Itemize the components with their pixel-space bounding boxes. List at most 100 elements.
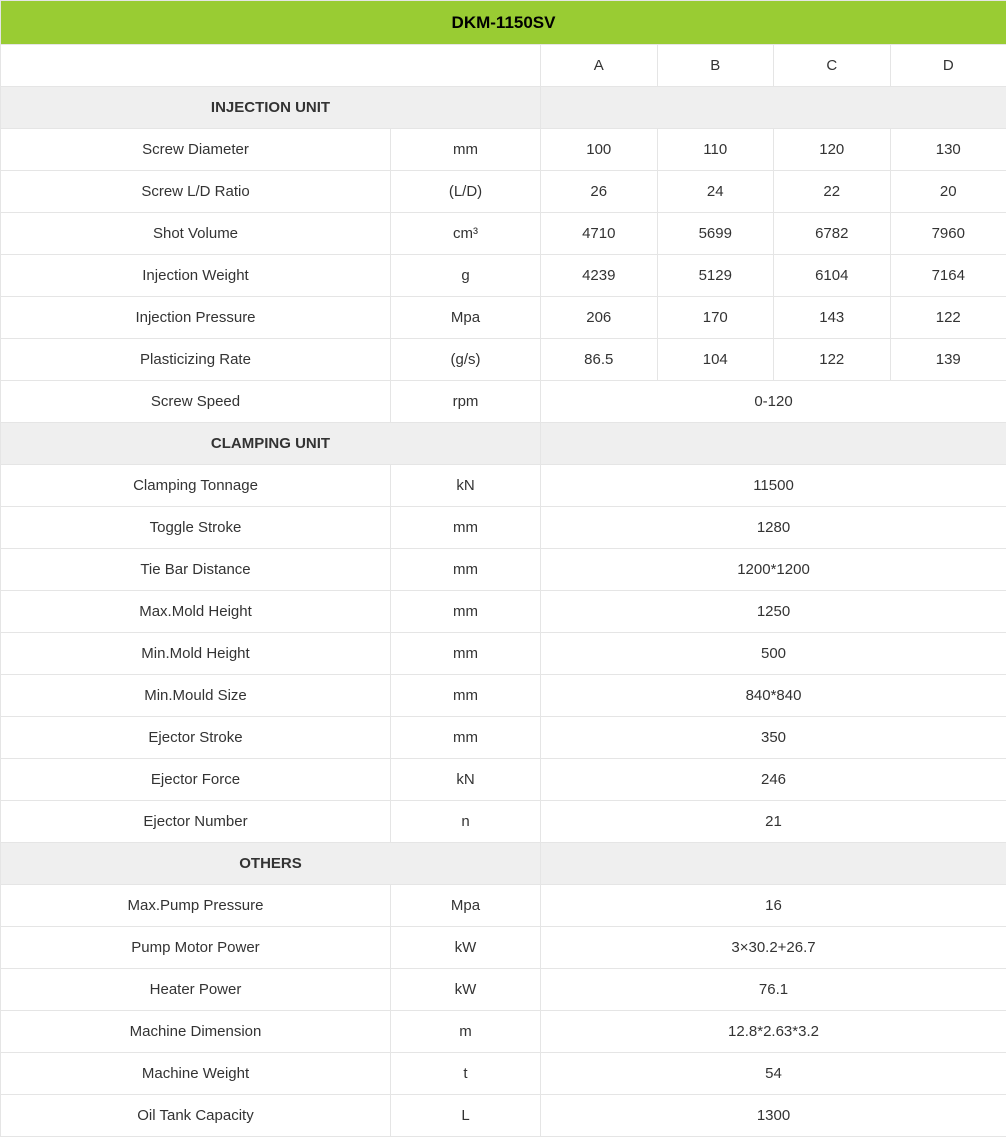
section-blank xyxy=(541,423,1006,465)
spec-row: Clamping TonnagekN11500 xyxy=(1,465,1006,507)
spec-row: Heater PowerkW76.1 xyxy=(1,969,1006,1011)
section-name: CLAMPING UNIT xyxy=(1,423,541,465)
spec-row: Plasticizing Rate(g/s)86.5104122139 xyxy=(1,339,1006,381)
spec-unit: mm xyxy=(391,549,541,591)
spec-value: 139 xyxy=(890,339,1006,381)
spec-value: 104 xyxy=(657,339,774,381)
spec-unit: t xyxy=(391,1053,541,1095)
spec-row: Max.Mold Heightmm1250 xyxy=(1,591,1006,633)
spec-label: Shot Volume xyxy=(1,213,391,255)
spec-unit: mm xyxy=(391,717,541,759)
spec-unit: (L/D) xyxy=(391,171,541,213)
spec-label: Ejector Number xyxy=(1,801,391,843)
spec-table: DKM-1150SVABCDINJECTION UNITScrew Diamet… xyxy=(0,0,1006,1137)
spec-row: Shot Volumecm³4710569967827960 xyxy=(1,213,1006,255)
spec-value-merged: 3×30.2+26.7 xyxy=(541,927,1006,969)
spec-value-merged: 12.8*2.63*3.2 xyxy=(541,1011,1006,1053)
spec-unit: mm xyxy=(391,507,541,549)
spec-row: Tie Bar Distancemm1200*1200 xyxy=(1,549,1006,591)
column-header-c: C xyxy=(774,45,891,87)
spec-value: 100 xyxy=(541,129,658,171)
spec-unit: m xyxy=(391,1011,541,1053)
column-header-row: ABCD xyxy=(1,45,1006,87)
spec-unit: kW xyxy=(391,927,541,969)
spec-label: Pump Motor Power xyxy=(1,927,391,969)
spec-row: Injection Weightg4239512961047164 xyxy=(1,255,1006,297)
spec-label: Min.Mould Size xyxy=(1,675,391,717)
spec-label: Toggle Stroke xyxy=(1,507,391,549)
spec-row: Oil Tank CapacityL1300 xyxy=(1,1095,1006,1137)
spec-value: 22 xyxy=(774,171,891,213)
spec-row: Max.Pump PressureMpa16 xyxy=(1,885,1006,927)
spec-label: Plasticizing Rate xyxy=(1,339,391,381)
spec-unit: cm³ xyxy=(391,213,541,255)
spec-unit: Mpa xyxy=(391,297,541,339)
spec-value: 4239 xyxy=(541,255,658,297)
section-blank xyxy=(541,87,1006,129)
spec-value: 6104 xyxy=(774,255,891,297)
spec-label: Screw L/D Ratio xyxy=(1,171,391,213)
spec-label: Max.Pump Pressure xyxy=(1,885,391,927)
spec-value: 143 xyxy=(774,297,891,339)
spec-label: Tie Bar Distance xyxy=(1,549,391,591)
spec-unit: kN xyxy=(391,759,541,801)
spec-row: Min.Mold Heightmm500 xyxy=(1,633,1006,675)
spec-value: 170 xyxy=(657,297,774,339)
spec-value: 5699 xyxy=(657,213,774,255)
spec-value-merged: 1250 xyxy=(541,591,1006,633)
spec-row: Toggle Strokemm1280 xyxy=(1,507,1006,549)
spec-label: Screw Diameter xyxy=(1,129,391,171)
spec-unit: (g/s) xyxy=(391,339,541,381)
spec-value: 86.5 xyxy=(541,339,658,381)
spec-value: 6782 xyxy=(774,213,891,255)
spec-value-merged: 1200*1200 xyxy=(541,549,1006,591)
spec-value: 24 xyxy=(657,171,774,213)
spec-unit: mm xyxy=(391,129,541,171)
header-blank xyxy=(1,45,541,87)
spec-value-merged: 246 xyxy=(541,759,1006,801)
table-title: DKM-1150SV xyxy=(1,1,1006,45)
spec-unit: n xyxy=(391,801,541,843)
spec-value: 7164 xyxy=(890,255,1006,297)
spec-value: 122 xyxy=(890,297,1006,339)
spec-value-merged: 1280 xyxy=(541,507,1006,549)
spec-row: Min.Mould Sizemm840*840 xyxy=(1,675,1006,717)
spec-unit: Mpa xyxy=(391,885,541,927)
spec-label: Heater Power xyxy=(1,969,391,1011)
spec-row: Ejector Numbern21 xyxy=(1,801,1006,843)
spec-unit: mm xyxy=(391,675,541,717)
spec-label: Injection Weight xyxy=(1,255,391,297)
spec-value: 206 xyxy=(541,297,658,339)
spec-table-body: DKM-1150SVABCDINJECTION UNITScrew Diamet… xyxy=(1,1,1006,1137)
spec-label: Min.Mold Height xyxy=(1,633,391,675)
spec-value: 110 xyxy=(657,129,774,171)
spec-row: Pump Motor PowerkW3×30.2+26.7 xyxy=(1,927,1006,969)
spec-value-merged: 500 xyxy=(541,633,1006,675)
spec-label: Screw Speed xyxy=(1,381,391,423)
spec-unit: kW xyxy=(391,969,541,1011)
spec-unit: mm xyxy=(391,591,541,633)
spec-value-merged: 54 xyxy=(541,1053,1006,1095)
spec-unit: L xyxy=(391,1095,541,1137)
spec-unit: kN xyxy=(391,465,541,507)
spec-value: 5129 xyxy=(657,255,774,297)
spec-value-merged: 21 xyxy=(541,801,1006,843)
spec-label: Injection Pressure xyxy=(1,297,391,339)
spec-row: Ejector Strokemm350 xyxy=(1,717,1006,759)
spec-label: Clamping Tonnage xyxy=(1,465,391,507)
section-name: OTHERS xyxy=(1,843,541,885)
spec-label: Ejector Force xyxy=(1,759,391,801)
spec-value: 122 xyxy=(774,339,891,381)
spec-row: Screw Diametermm100110120130 xyxy=(1,129,1006,171)
spec-value-merged: 11500 xyxy=(541,465,1006,507)
spec-row: Screw L/D Ratio(L/D)26242220 xyxy=(1,171,1006,213)
spec-row: Machine Weightt54 xyxy=(1,1053,1006,1095)
spec-row: Machine Dimensionm12.8*2.63*3.2 xyxy=(1,1011,1006,1053)
spec-value-merged: 16 xyxy=(541,885,1006,927)
spec-value: 4710 xyxy=(541,213,658,255)
section-header: INJECTION UNIT xyxy=(1,87,1006,129)
spec-value: 26 xyxy=(541,171,658,213)
column-header-a: A xyxy=(541,45,658,87)
spec-value-merged: 350 xyxy=(541,717,1006,759)
spec-label: Machine Dimension xyxy=(1,1011,391,1053)
